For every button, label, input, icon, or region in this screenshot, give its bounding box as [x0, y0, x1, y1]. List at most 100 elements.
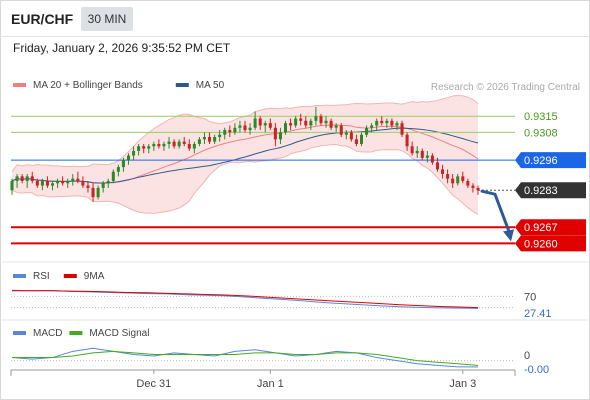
support-tag: [515, 235, 586, 252]
candle-body: [25, 176, 29, 181]
candle-body: [299, 118, 303, 121]
macd-legend-swatch: [13, 331, 26, 335]
x-axis-tick-label: Jan 3: [449, 378, 476, 390]
candle-body: [76, 178, 80, 181]
macd-line: [11, 347, 478, 368]
candle-body: [111, 171, 115, 181]
candle-body: [172, 141, 176, 147]
candle-body: [319, 116, 323, 124]
candle-body: [380, 120, 384, 124]
candle-body: [400, 123, 404, 135]
macd-current-label: -0.00: [524, 364, 549, 376]
candle-body: [177, 141, 181, 147]
current-price-tag: [515, 182, 586, 199]
candle-body: [192, 143, 196, 149]
candle-body: [456, 176, 460, 184]
forecast-arrow: [480, 189, 511, 233]
candle-body: [446, 174, 450, 179]
candle-body: [66, 180, 70, 184]
candle-body: [218, 134, 222, 138]
support-label: 0.9267: [524, 222, 558, 234]
candle-body: [441, 169, 445, 175]
ma50-line: [11, 127, 479, 184]
candle-body: [410, 146, 414, 154]
macd-signal-line: [12, 350, 479, 366]
candle-body: [91, 187, 95, 198]
pivot-label: 0.9296: [524, 155, 558, 167]
pivot-tag: [515, 152, 586, 169]
candle-body: [15, 176, 19, 181]
candle-body: [415, 150, 419, 154]
macd-legend-swatch: [69, 331, 83, 335]
candle-body: [106, 180, 110, 184]
price-legend-swatch: [13, 83, 26, 87]
candle-body: [223, 130, 227, 135]
candle-body: [101, 183, 105, 188]
rsi-legend-swatch: [63, 274, 77, 278]
candle-body: [263, 123, 267, 126]
macd-legend-label: MACD Signal: [89, 328, 149, 339]
support-label: 0.9260: [524, 238, 558, 250]
candle-body: [304, 120, 308, 126]
candle-body: [344, 132, 348, 135]
candle-body: [126, 155, 131, 161]
symbol-label: EUR/CHF: [11, 11, 74, 27]
candle-body: [420, 150, 424, 158]
candle-body: [289, 123, 293, 126]
candle-body: [461, 176, 465, 181]
candle-body: [248, 127, 252, 131]
price-legend-label: MA 20 + Bollinger Bands: [33, 80, 143, 91]
candle-body: [137, 146, 141, 151]
candle-body: [375, 120, 379, 126]
candle-body: [187, 143, 191, 149]
candle-body: [435, 162, 439, 170]
macd-level-label: 0: [524, 350, 530, 362]
rsi-legend-label: 9MA: [84, 271, 105, 282]
candle-body: [466, 180, 470, 186]
header-divider: [0, 36, 590, 37]
candle-body: [385, 120, 389, 124]
candle-body: [81, 180, 85, 186]
candle-body: [425, 155, 429, 158]
candle-body: [405, 134, 409, 147]
resistance-label: 0.9315: [524, 111, 558, 123]
timestamp-label: Friday, January 2, 2026 9:35:52 PM CET: [13, 41, 231, 55]
candle-body: [233, 127, 237, 133]
resistance-label: 0.9308: [524, 127, 558, 139]
candle-body: [284, 123, 288, 133]
x-axis-tick-label: Jan 1: [257, 378, 284, 390]
candle-body: [157, 143, 161, 147]
rsi-legend-swatch: [13, 274, 26, 278]
candle-body: [243, 125, 247, 131]
timeframe-button[interactable]: 30 MIN: [81, 7, 133, 31]
candle-body: [238, 125, 242, 128]
candle-body: [30, 176, 34, 181]
candle-body: [334, 125, 338, 128]
candle-body: [96, 187, 100, 198]
candle-body: [142, 146, 146, 149]
current-price-label: 0.9283: [524, 185, 558, 197]
candle-body: [354, 139, 358, 144]
candle-body: [20, 176, 24, 181]
candle-body: [40, 180, 44, 186]
candle-body: [390, 120, 394, 126]
candle-body: [116, 167, 120, 172]
candle-body: [167, 141, 171, 144]
candle-body: [309, 120, 313, 126]
candle-body: [208, 137, 212, 142]
candle-body: [253, 118, 257, 128]
candle-body: [476, 187, 480, 191]
candle-body: [61, 180, 65, 184]
candle-body: [471, 185, 475, 188]
forecast-arrow-head: [503, 229, 514, 242]
candle-body: [395, 123, 399, 126]
candle-body: [370, 125, 374, 128]
price-legend-swatch: [175, 83, 189, 87]
candle-body: [71, 178, 75, 181]
bollinger-band-fill: [12, 95, 478, 215]
candle-body: [10, 180, 14, 191]
candle-body: [451, 178, 455, 184]
candle-body: [45, 180, 49, 186]
candle-body: [182, 141, 186, 144]
